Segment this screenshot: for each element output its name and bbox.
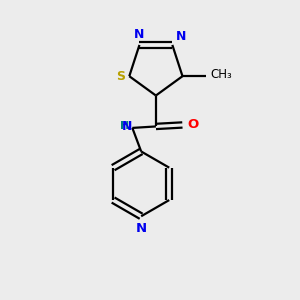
Text: H: H <box>120 122 129 131</box>
Text: N: N <box>136 221 147 235</box>
Text: N: N <box>134 28 145 41</box>
Text: O: O <box>188 118 199 131</box>
Text: N: N <box>122 120 132 133</box>
Text: S: S <box>116 70 125 83</box>
Text: N: N <box>176 30 186 43</box>
Text: CH₃: CH₃ <box>211 68 232 81</box>
